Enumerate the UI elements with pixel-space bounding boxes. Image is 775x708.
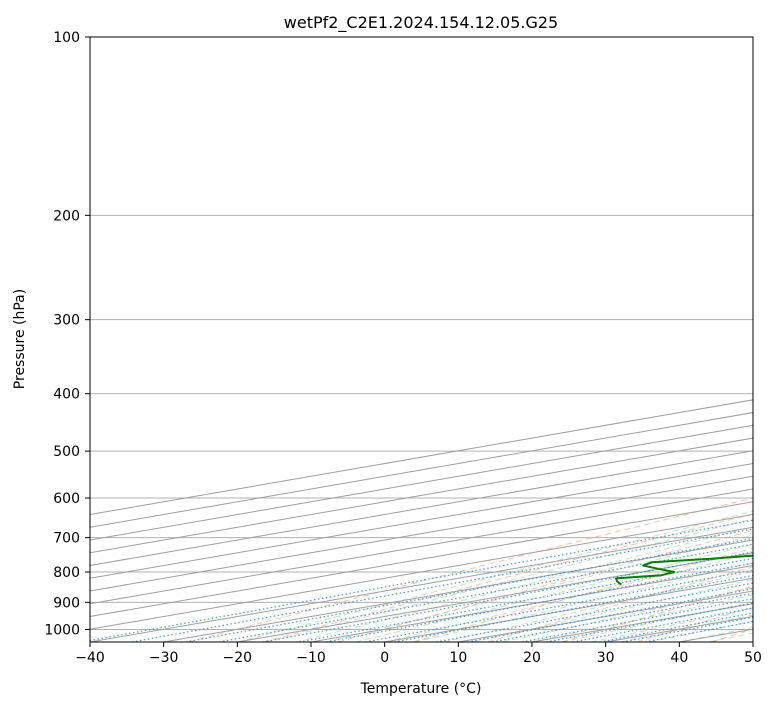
moist-adiabat-line — [266, 518, 753, 642]
x-tick-label: −30 — [149, 650, 179, 666]
moist-adiabat-line — [531, 594, 753, 642]
mixing-ratio-line — [546, 602, 753, 642]
y-tick-label: 700 — [53, 531, 80, 547]
x-axis: −40 −30 −20 −10 0 10 20 30 40 50 — [75, 642, 762, 666]
chart-title: wetPf2_C2E1.2024.154.12.05.G25 — [284, 13, 558, 33]
y-axis-label: Pressure (hPa) — [12, 289, 28, 389]
y-tick-label: 900 — [53, 595, 80, 611]
isotherm-line — [90, 514, 753, 630]
x-tick-label: 30 — [597, 650, 615, 666]
x-tick-label: 40 — [670, 650, 688, 666]
isotherm-line — [90, 488, 753, 605]
isotherm-line — [90, 475, 753, 592]
x-tick-label: 10 — [449, 650, 467, 666]
y-axis: 100 200 300 400 500 600 700 800 900 1000 — [44, 30, 90, 638]
y-tick-label: 500 — [53, 444, 80, 460]
x-tick-label: −20 — [223, 650, 253, 666]
x-tick-label: −10 — [296, 650, 326, 666]
isotherm-line — [90, 463, 753, 579]
isotherm-line — [90, 437, 753, 554]
moist-adiabat-line — [296, 526, 753, 642]
dry-adiabat-line — [263, 513, 753, 642]
mixing-ratio-line — [131, 528, 753, 642]
y-tick-label: 400 — [53, 387, 80, 403]
y-tick-label: 200 — [53, 208, 80, 224]
mixing-ratio-line — [492, 592, 753, 642]
x-tick-label: 50 — [744, 650, 762, 666]
y-tick-label: 1000 — [44, 622, 80, 638]
x-tick-label: −40 — [75, 650, 105, 666]
moist-adiabat-line — [237, 510, 753, 642]
y-tick-label: 800 — [53, 565, 80, 581]
isotherm-line — [90, 526, 753, 642]
moist-adiabat-line — [472, 579, 753, 642]
y-tick-label: 600 — [53, 491, 80, 507]
grid-layer — [90, 37, 753, 642]
mixing-ratio-line — [218, 543, 753, 642]
x-tick-label: 0 — [380, 650, 389, 666]
dry-adiabat-line — [188, 497, 753, 642]
x-tick-label: 20 — [523, 650, 541, 666]
moist-adiabat-line — [325, 534, 753, 642]
mixing-ratio-line — [467, 588, 753, 642]
isotherm-line — [163, 539, 753, 642]
mixing-ratio-line — [521, 598, 753, 642]
x-axis-label: Temperature (°C) — [360, 681, 482, 697]
plot-frame — [89, 36, 754, 643]
moist-adiabat-line — [384, 552, 753, 642]
isotherm-line — [90, 450, 753, 567]
isotherm-line — [90, 501, 753, 618]
y-tick-label: 300 — [53, 313, 80, 329]
y-tick-label: 100 — [53, 30, 80, 46]
mixing-ratio-line — [185, 537, 753, 642]
